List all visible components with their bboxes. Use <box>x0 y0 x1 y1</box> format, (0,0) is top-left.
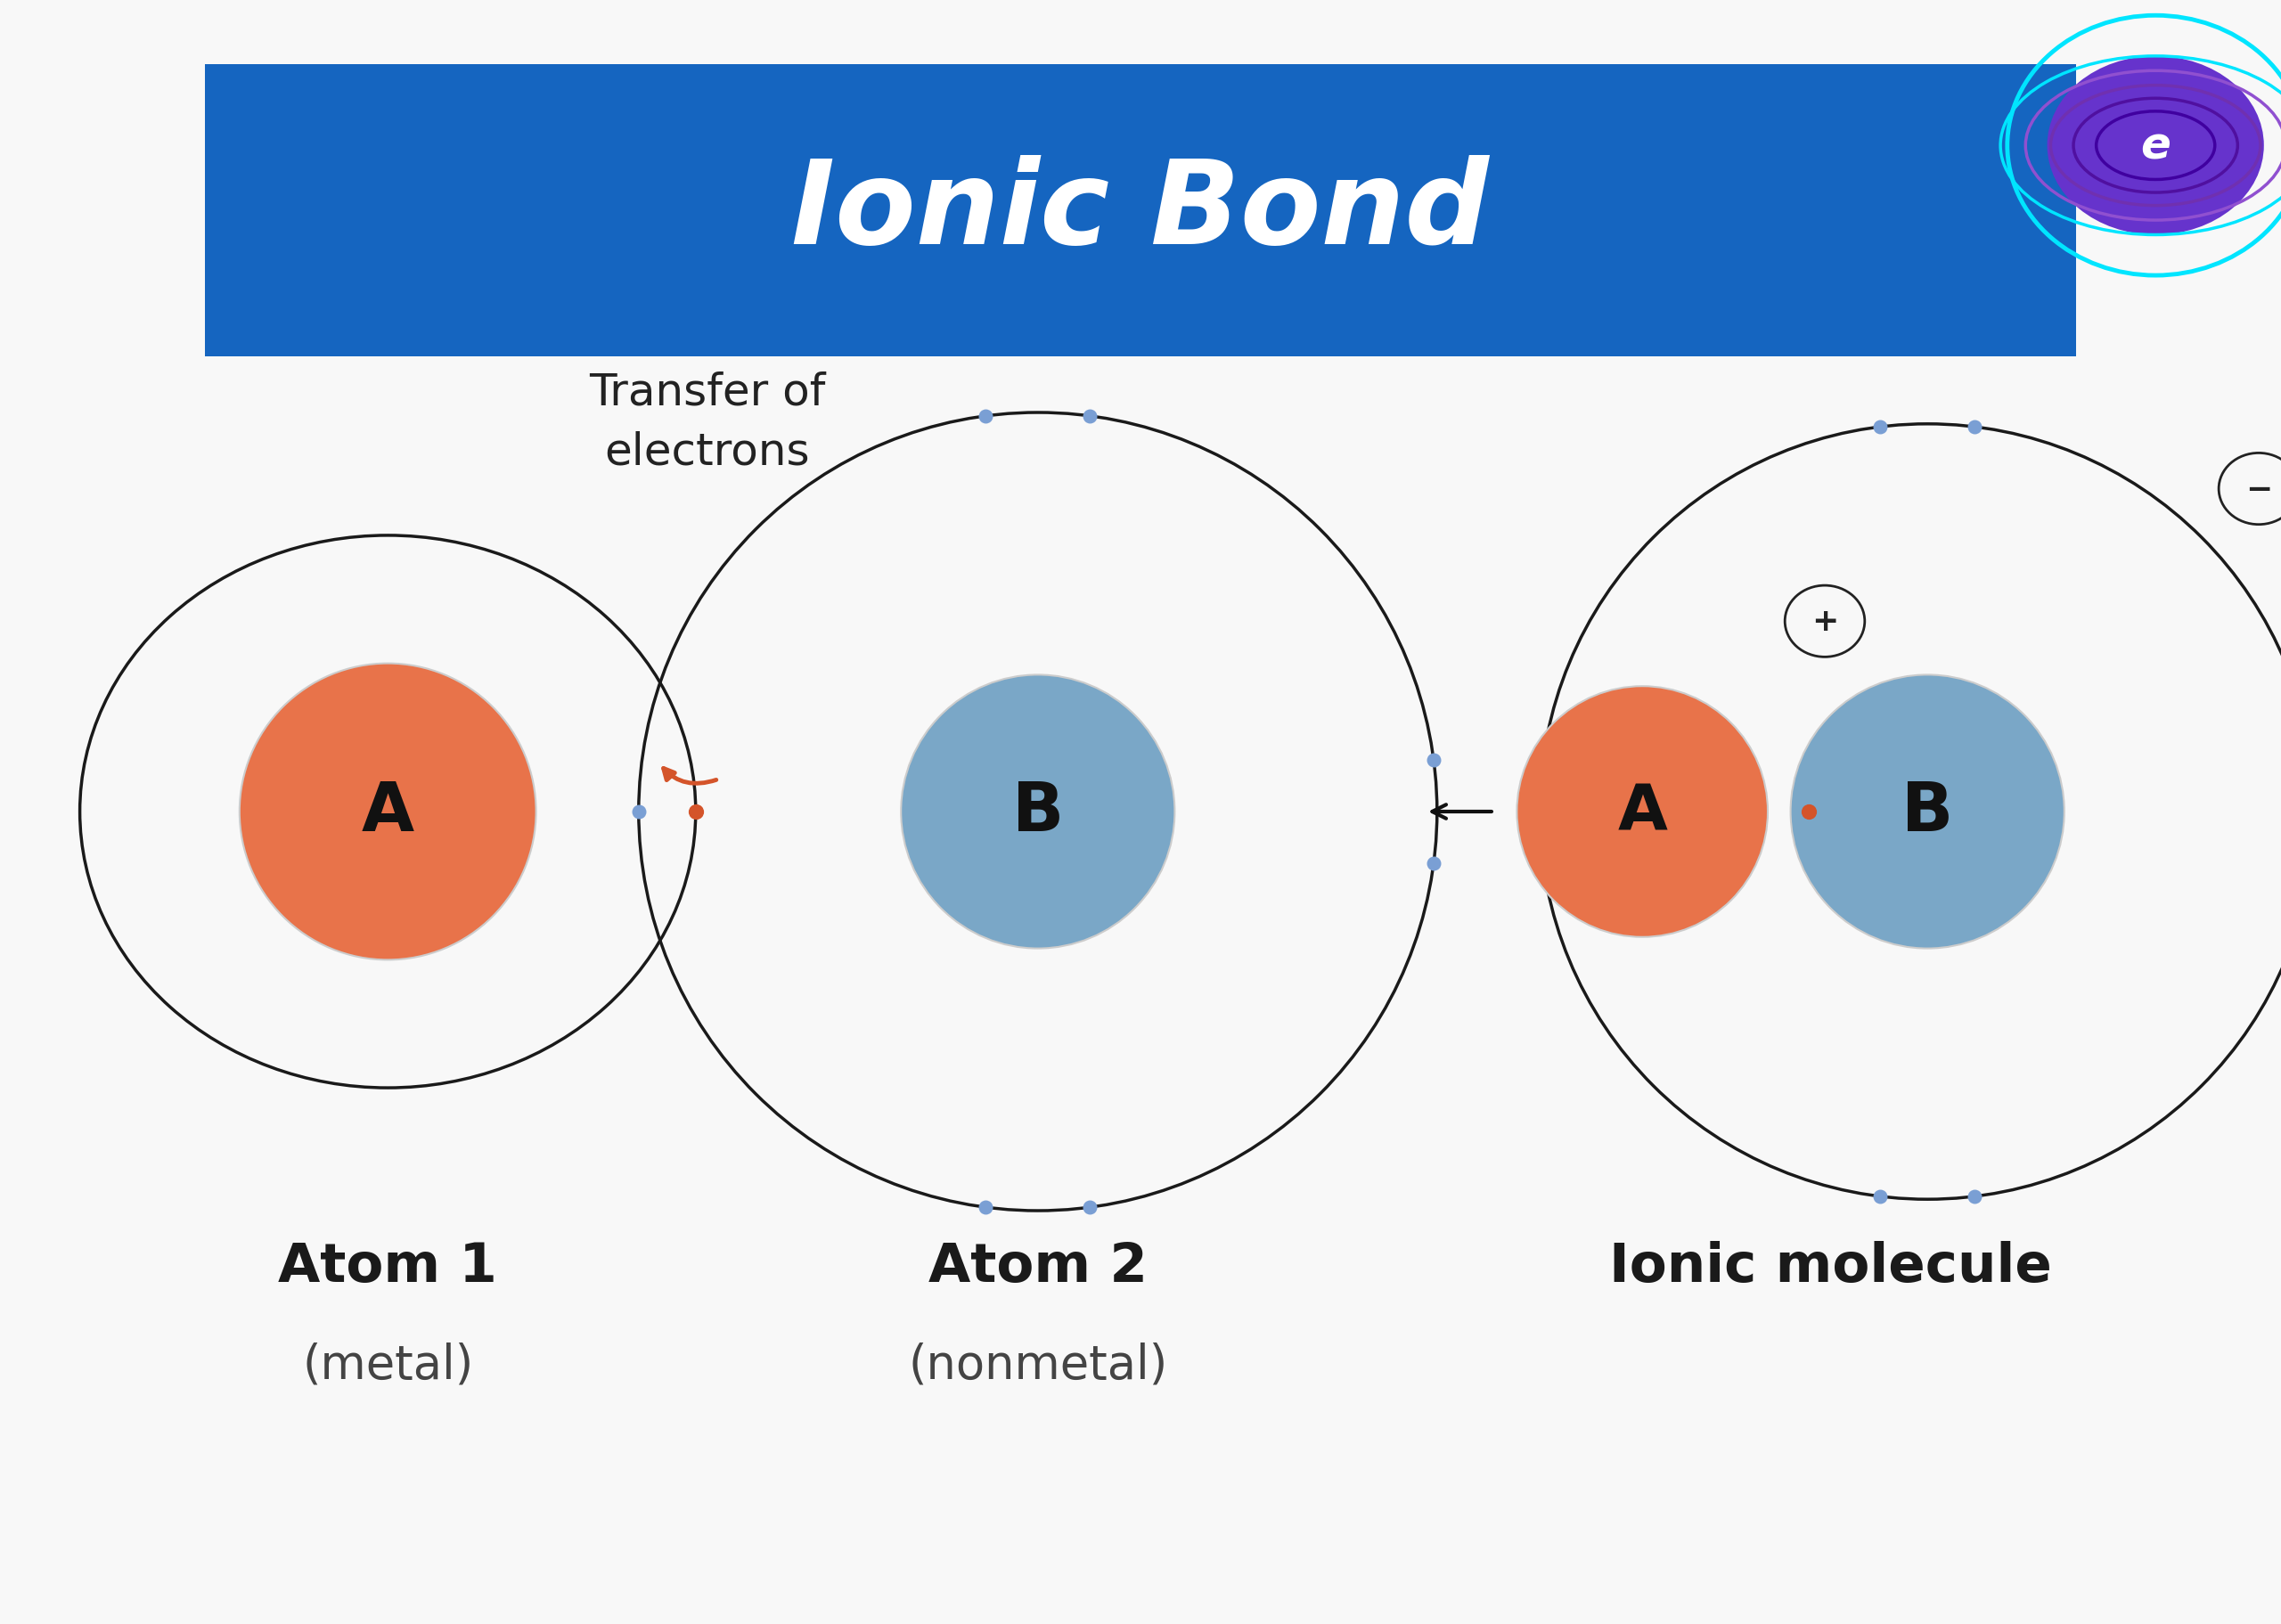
Point <box>1957 1184 1994 1210</box>
Point <box>1861 1184 1898 1210</box>
Point <box>1791 799 1827 825</box>
Text: Ionic Bond: Ionic Bond <box>792 154 1489 268</box>
FancyArrowPatch shape <box>664 768 716 784</box>
Point <box>967 1195 1004 1221</box>
Text: B: B <box>1013 780 1063 844</box>
Point <box>1957 414 1994 440</box>
Text: +: + <box>1811 606 1838 637</box>
Ellipse shape <box>901 676 1175 948</box>
Text: e: e <box>2140 125 2172 167</box>
Ellipse shape <box>1791 676 2064 948</box>
Point <box>1417 747 1453 773</box>
Point <box>620 799 657 825</box>
Point <box>1072 403 1109 429</box>
Text: A: A <box>1617 781 1667 843</box>
Text: Atom 2: Atom 2 <box>928 1241 1147 1293</box>
Point <box>1524 752 1560 778</box>
Point <box>1072 1195 1109 1221</box>
Text: Transfer of
electrons: Transfer of electrons <box>588 370 826 474</box>
Text: Ionic molecule: Ionic molecule <box>1608 1241 2053 1293</box>
Text: (metal): (metal) <box>301 1341 474 1387</box>
Text: Atom 1: Atom 1 <box>278 1241 497 1293</box>
Ellipse shape <box>2048 57 2263 235</box>
Point <box>677 799 714 825</box>
Text: B: B <box>1902 780 1953 844</box>
FancyBboxPatch shape <box>205 65 2076 357</box>
Text: −: − <box>2245 474 2272 505</box>
Point <box>1417 851 1453 877</box>
Text: A: A <box>360 780 415 844</box>
Text: (nonmetal): (nonmetal) <box>908 1341 1168 1387</box>
Point <box>1524 846 1560 872</box>
Point <box>967 403 1004 429</box>
Ellipse shape <box>1517 687 1768 937</box>
Ellipse shape <box>240 664 536 960</box>
Point <box>1861 414 1898 440</box>
